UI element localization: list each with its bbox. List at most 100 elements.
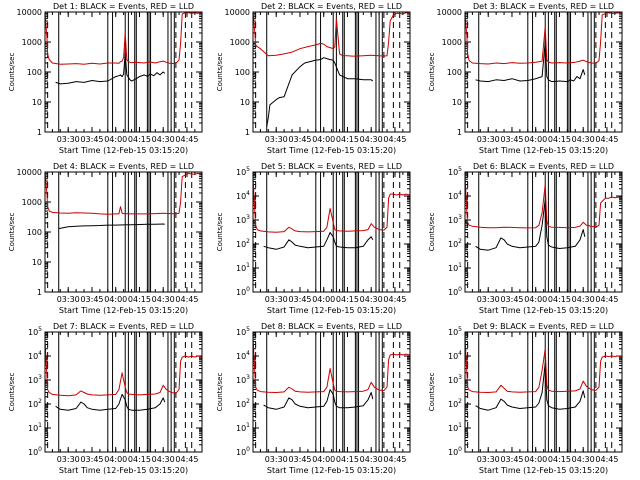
x-tick-label: 03:30 bbox=[477, 295, 500, 304]
y-tick-label: 102 bbox=[448, 398, 462, 409]
y-tick-label: 1000 bbox=[442, 38, 462, 47]
y-axis-label: Counts/sec bbox=[8, 373, 16, 412]
events-series-line bbox=[475, 199, 586, 251]
events-series-line bbox=[475, 362, 586, 411]
y-tick-label: 101 bbox=[236, 422, 250, 433]
y-tick-label: 101 bbox=[236, 262, 250, 273]
y-tick-label: 10 bbox=[452, 98, 462, 107]
y-tick-label: 1 bbox=[457, 128, 462, 137]
x-axis-label: Start Time (12-Feb-15 03:15:20) bbox=[59, 146, 188, 155]
x-tick-label: 03:45 bbox=[80, 135, 103, 144]
x-axis-label: Start Time (12-Feb-15 03:15:20) bbox=[59, 306, 188, 315]
x-tick-label: 03:30 bbox=[265, 135, 288, 144]
x-tick-label: 04:45 bbox=[383, 135, 406, 144]
x-tick-label: 04:15 bbox=[548, 455, 571, 464]
panel-3: 1 10 100 1000 10000 03:30 03:45 04:00 04:15 04:30… bbox=[428, 2, 623, 155]
x-tick-label: 03:45 bbox=[288, 135, 311, 144]
events-series-line bbox=[263, 232, 374, 250]
x-tick-label: 04:00 bbox=[524, 295, 547, 304]
panel-title: Det 6: BLACK = Events, RED = LLD bbox=[473, 162, 614, 171]
y-tick-label: 104 bbox=[28, 350, 42, 361]
plot-frame bbox=[44, 171, 203, 293]
x-tick-label: 04:00 bbox=[104, 295, 127, 304]
panel-2: 1 10 100 1000 10000 03:30 03:45 04:00 04:15 04:30… bbox=[216, 2, 411, 155]
panel-title: Det 1: BLACK = Events, RED = LLD bbox=[53, 2, 194, 11]
y-axis-label: Counts/sec bbox=[428, 213, 436, 252]
x-tick-label: 04:00 bbox=[312, 135, 335, 144]
panel-title: Det 3: BLACK = Events, RED = LLD bbox=[473, 2, 614, 11]
x-tick-label: 03:45 bbox=[80, 295, 103, 304]
panel-4: 1 10 100 1000 10000 03:30 03:45 04:00 04:15 04:30… bbox=[8, 162, 203, 315]
y-tick-label: 102 bbox=[236, 238, 250, 249]
panel-title: Det 5: BLACK = Events, RED = LLD bbox=[261, 162, 402, 171]
x-axis-label: Start Time (12-Feb-15 03:15:20) bbox=[267, 466, 396, 475]
events-series-line bbox=[58, 223, 165, 230]
x-tick-label: 04:15 bbox=[548, 295, 571, 304]
x-tick-label: 03:45 bbox=[500, 455, 523, 464]
plot-frame bbox=[464, 331, 623, 453]
y-tick-label: 100 bbox=[236, 286, 250, 297]
x-tick-label: 03:30 bbox=[57, 295, 80, 304]
y-axis-label: Counts/sec bbox=[8, 53, 16, 92]
x-tick-label: 03:30 bbox=[477, 455, 500, 464]
x-axis-label: Start Time (12-Feb-15 03:15:20) bbox=[267, 146, 396, 155]
y-tick-label: 1000 bbox=[22, 198, 42, 207]
y-tick-label: 103 bbox=[28, 374, 42, 385]
x-tick-label: 04:00 bbox=[524, 455, 547, 464]
x-tick-label: 03:45 bbox=[288, 455, 311, 464]
y-tick-label: 1000 bbox=[230, 38, 250, 47]
x-tick-label: 03:30 bbox=[265, 455, 288, 464]
y-axis-label: Counts/sec bbox=[428, 53, 436, 92]
y-tick-label: 104 bbox=[236, 190, 250, 201]
x-tick-label: 03:30 bbox=[265, 295, 288, 304]
events-series-line bbox=[55, 393, 166, 411]
x-tick-label: 03:30 bbox=[57, 135, 80, 144]
y-tick-label: 1000 bbox=[22, 38, 42, 47]
y-tick-label: 10 bbox=[32, 258, 42, 267]
lld-series-line bbox=[252, 12, 411, 57]
x-tick-label: 04:45 bbox=[595, 135, 618, 144]
x-tick-label: 04:15 bbox=[336, 455, 359, 464]
x-tick-label: 04:45 bbox=[175, 455, 198, 464]
y-tick-label: 102 bbox=[28, 398, 42, 409]
plot-frame bbox=[252, 171, 411, 293]
x-tick-label: 04:30 bbox=[152, 135, 175, 144]
y-tick-label: 102 bbox=[236, 398, 250, 409]
x-tick-label: 03:45 bbox=[500, 295, 523, 304]
y-axis-label: Counts/sec bbox=[216, 213, 224, 252]
y-tick-label: 101 bbox=[448, 262, 462, 273]
y-tick-label: 103 bbox=[236, 374, 250, 385]
y-tick-label: 100 bbox=[28, 446, 42, 457]
y-tick-label: 104 bbox=[448, 190, 462, 201]
y-axis-label: Counts/sec bbox=[216, 373, 224, 412]
y-tick-label: 101 bbox=[28, 422, 42, 433]
y-tick-label: 103 bbox=[236, 214, 250, 225]
plot-frame bbox=[252, 11, 411, 133]
x-tick-label: 04:30 bbox=[572, 295, 595, 304]
x-axis-label: Start Time (12-Feb-15 03:15:20) bbox=[479, 466, 608, 475]
y-tick-label: 100 bbox=[447, 68, 462, 77]
x-tick-label: 04:45 bbox=[595, 455, 618, 464]
lld-series-line bbox=[464, 177, 623, 229]
panel-title: Det 4: BLACK = Events, RED = LLD bbox=[53, 162, 194, 171]
y-tick-label: 10 bbox=[240, 98, 250, 107]
y-tick-label: 10000 bbox=[17, 168, 42, 177]
y-tick-label: 102 bbox=[448, 238, 462, 249]
y-tick-label: 100 bbox=[27, 68, 42, 77]
y-tick-label: 100 bbox=[236, 446, 250, 457]
x-tick-label: 04:30 bbox=[360, 295, 383, 304]
lld-series-line bbox=[252, 179, 411, 233]
x-tick-label: 04:00 bbox=[524, 135, 547, 144]
x-tick-label: 04:00 bbox=[104, 455, 127, 464]
events-series-line bbox=[475, 41, 586, 83]
y-tick-label: 103 bbox=[448, 214, 462, 225]
plot-frame bbox=[464, 11, 623, 133]
panel-title: Det 7: BLACK = Events, RED = LLD bbox=[53, 322, 194, 331]
x-tick-label: 04:15 bbox=[128, 295, 151, 304]
y-tick-label: 105 bbox=[28, 326, 42, 337]
y-tick-label: 10000 bbox=[225, 8, 250, 17]
x-tick-label: 03:45 bbox=[500, 135, 523, 144]
lld-series-line bbox=[44, 11, 203, 65]
